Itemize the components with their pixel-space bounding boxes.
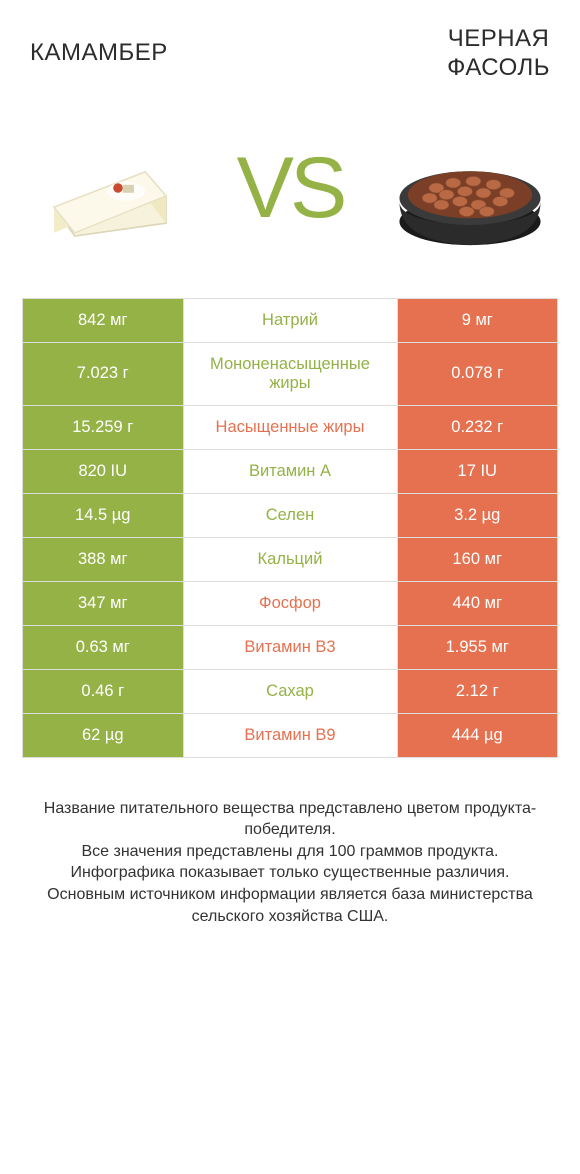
nutrient-name: Витамин B3 xyxy=(183,625,397,669)
table-row: 0.46 гСахар2.12 г xyxy=(23,669,558,713)
nutrient-name: Насыщенные жиры xyxy=(183,405,397,449)
table-row: 347 мгФосфор440 мг xyxy=(23,581,558,625)
table-row: 820 IUВитамин A17 IU xyxy=(23,449,558,493)
footer: Название питательного вещества представл… xyxy=(0,758,580,928)
table-row: 7.023 гМононенасыщенные жиры0.078 г xyxy=(23,342,558,405)
value-left: 14.5 µg xyxy=(23,493,184,537)
value-left: 0.46 г xyxy=(23,669,184,713)
title-right: ЧЕРНАЯ ФАСОЛЬ xyxy=(447,25,550,83)
value-right: 0.078 г xyxy=(397,342,558,405)
nutrient-name: Кальций xyxy=(183,537,397,581)
nutrient-name: Мононенасыщенные жиры xyxy=(183,342,397,405)
value-left: 62 µg xyxy=(23,713,184,757)
table-row: 14.5 µgСелен3.2 µg xyxy=(23,493,558,537)
table-row: 0.63 мгВитамин B31.955 мг xyxy=(23,625,558,669)
value-right: 3.2 µg xyxy=(397,493,558,537)
value-left: 347 мг xyxy=(23,581,184,625)
footer-line: Все значения представлены для 100 граммо… xyxy=(28,841,552,863)
nutrient-name: Селен xyxy=(183,493,397,537)
nutrition-table: 842 мгНатрий9 мг7.023 гМононенасыщенные … xyxy=(22,298,558,758)
vs-label: VS xyxy=(237,145,344,231)
nutrient-name: Натрий xyxy=(183,298,397,342)
images-row: VS xyxy=(0,101,580,298)
value-left: 388 мг xyxy=(23,537,184,581)
value-right: 0.232 г xyxy=(397,405,558,449)
value-right: 160 мг xyxy=(397,537,558,581)
value-right: 444 µg xyxy=(397,713,558,757)
value-left: 820 IU xyxy=(23,449,184,493)
table-row: 388 мгКальций160 мг xyxy=(23,537,558,581)
value-left: 7.023 г xyxy=(23,342,184,405)
value-right: 17 IU xyxy=(397,449,558,493)
table-row: 62 µgВитамин B9444 µg xyxy=(23,713,558,757)
nutrient-name: Витамин A xyxy=(183,449,397,493)
value-right: 440 мг xyxy=(397,581,558,625)
footer-line: Основным источником информации является … xyxy=(28,884,552,927)
title-left: КАМАМБЕР xyxy=(30,39,168,68)
value-right: 9 мг xyxy=(397,298,558,342)
value-left: 15.259 г xyxy=(23,405,184,449)
nutrient-name: Фосфор xyxy=(183,581,397,625)
nutrient-name: Сахар xyxy=(183,669,397,713)
value-right: 2.12 г xyxy=(397,669,558,713)
footer-line: Название питательного вещества представл… xyxy=(28,798,552,841)
value-left: 0.63 мг xyxy=(23,625,184,669)
food-image-left xyxy=(22,101,197,276)
table-row: 15.259 гНасыщенные жиры0.232 г xyxy=(23,405,558,449)
value-right: 1.955 мг xyxy=(397,625,558,669)
value-left: 842 мг xyxy=(23,298,184,342)
food-image-right xyxy=(383,101,558,276)
header: КАМАМБЕР ЧЕРНАЯ ФАСОЛЬ xyxy=(0,0,580,101)
nutrient-name: Витамин B9 xyxy=(183,713,397,757)
table-row: 842 мгНатрий9 мг xyxy=(23,298,558,342)
footer-line: Инфографика показывает только существенн… xyxy=(28,862,552,884)
